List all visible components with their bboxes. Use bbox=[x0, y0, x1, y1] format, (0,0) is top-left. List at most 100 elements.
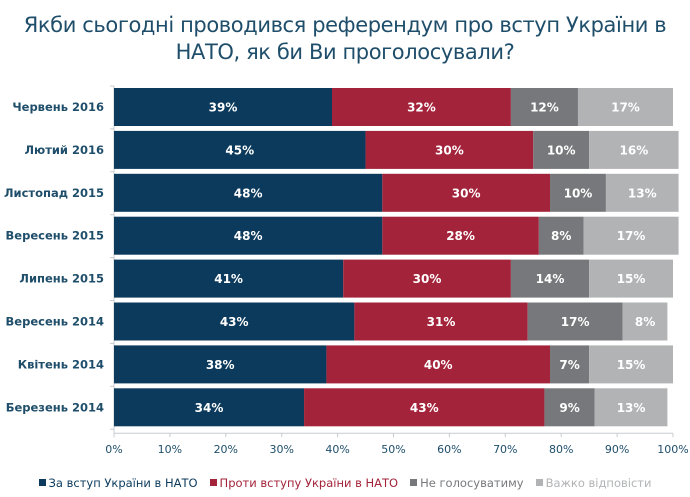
bar-segment bbox=[538, 216, 584, 255]
data-label: 40% bbox=[424, 358, 453, 372]
data-label: 8% bbox=[635, 315, 655, 329]
x-tick-label: 0% bbox=[105, 443, 122, 456]
legend-label: За вступ України в НАТО bbox=[48, 476, 198, 490]
legend-item: Проти вступу України в НАТО bbox=[209, 476, 399, 490]
data-label: 28% bbox=[446, 229, 475, 243]
data-label: 41% bbox=[214, 272, 243, 286]
category-label: Вересень 2014 bbox=[6, 315, 104, 329]
data-label: 32% bbox=[407, 101, 436, 115]
bar-segment bbox=[605, 173, 679, 212]
bar-segment bbox=[594, 388, 668, 427]
data-label: 7% bbox=[559, 358, 579, 372]
chart-title-line-1: Якби сьогодні проводився референдум про … bbox=[23, 13, 667, 37]
x-tick-label: 90% bbox=[605, 443, 629, 456]
data-label: 13% bbox=[628, 186, 657, 200]
bar-segment bbox=[544, 388, 595, 427]
category-label: Листопад 2015 bbox=[4, 186, 104, 200]
bar-segment bbox=[304, 388, 545, 427]
legend-swatch bbox=[209, 479, 217, 486]
legend-swatch bbox=[535, 479, 543, 486]
chart-title-line-2: НАТО, як би Ви проголосували? bbox=[175, 40, 515, 64]
bar-segment bbox=[589, 345, 673, 384]
legend-label: Проти вступу України в НАТО bbox=[219, 476, 399, 490]
bar-segment bbox=[589, 259, 673, 298]
data-label: 12% bbox=[530, 101, 559, 115]
bar-segment bbox=[326, 345, 551, 384]
legend-item: За вступ України в НАТО bbox=[38, 476, 198, 490]
x-tick-label: 40% bbox=[325, 443, 349, 456]
bar-segment bbox=[382, 216, 539, 255]
data-label: 13% bbox=[617, 401, 646, 415]
x-tick-label: 100% bbox=[657, 443, 688, 456]
bar-segment bbox=[354, 302, 528, 341]
data-label: 30% bbox=[452, 186, 481, 200]
bar-segment bbox=[533, 130, 590, 169]
chart-legend: За вступ України в НАТО Проти вступу Укра… bbox=[0, 476, 690, 490]
data-label: 17% bbox=[561, 315, 590, 329]
data-label: 30% bbox=[435, 143, 464, 157]
data-label: 39% bbox=[209, 101, 238, 115]
legend-swatch bbox=[410, 479, 418, 486]
legend-item: Не голосуватиму bbox=[410, 476, 524, 490]
bar-segment bbox=[589, 130, 679, 169]
bar-segment bbox=[583, 216, 679, 255]
category-label: Березень 2014 bbox=[6, 400, 104, 414]
bar-segment bbox=[114, 130, 366, 169]
bar-segment bbox=[114, 88, 333, 126]
data-label: 17% bbox=[611, 101, 640, 115]
bar-segment bbox=[114, 388, 305, 427]
data-label: 48% bbox=[234, 229, 263, 243]
data-label: 43% bbox=[410, 401, 439, 415]
bar-segment bbox=[332, 88, 511, 126]
data-label: 43% bbox=[220, 315, 249, 329]
bar-segment bbox=[114, 302, 355, 341]
bar-segment bbox=[550, 173, 606, 212]
bar-segment bbox=[577, 88, 673, 126]
data-label: 15% bbox=[617, 358, 646, 372]
chart-title: Якби сьогодні проводився референдум про … bbox=[0, 12, 690, 66]
x-tick-label: 80% bbox=[549, 443, 573, 456]
x-tick-label: 50% bbox=[381, 443, 405, 456]
category-label: Липень 2015 bbox=[19, 272, 104, 286]
data-label: 10% bbox=[564, 186, 593, 200]
data-label: 16% bbox=[620, 143, 649, 157]
bar-segment bbox=[114, 345, 327, 384]
data-label: 38% bbox=[206, 358, 235, 372]
bar-segment bbox=[114, 216, 383, 255]
data-label: 9% bbox=[559, 401, 579, 415]
x-tick-label: 70% bbox=[493, 443, 517, 456]
bar-segment bbox=[510, 259, 590, 298]
legend-label: Важко відповісти bbox=[545, 476, 652, 490]
data-label: 8% bbox=[551, 229, 571, 243]
data-label: 10% bbox=[547, 143, 576, 157]
x-tick-label: 10% bbox=[158, 443, 182, 456]
bar-segment bbox=[382, 173, 551, 212]
data-label: 48% bbox=[234, 186, 263, 200]
bar-segment bbox=[343, 259, 511, 298]
bar-segment bbox=[527, 302, 623, 341]
data-label: 34% bbox=[195, 401, 224, 415]
data-label: 15% bbox=[617, 272, 646, 286]
bar-segment bbox=[622, 302, 668, 341]
x-tick-label: 30% bbox=[269, 443, 293, 456]
category-label: Квітень 2014 bbox=[18, 357, 104, 371]
bar-segment bbox=[510, 88, 578, 126]
x-tick-label: 20% bbox=[214, 443, 238, 456]
bar-segment bbox=[365, 130, 534, 169]
bar-segment bbox=[114, 259, 344, 298]
category-label: Вересень 2015 bbox=[6, 229, 104, 243]
x-tick-label: 60% bbox=[437, 443, 461, 456]
data-label: 14% bbox=[536, 272, 565, 286]
data-label: 31% bbox=[427, 315, 456, 329]
legend-label: Не голосуватиму bbox=[420, 476, 524, 490]
bar-segment bbox=[550, 345, 590, 384]
category-label: Лютий 2016 bbox=[24, 143, 104, 157]
legend-swatch bbox=[38, 479, 46, 486]
data-label: 45% bbox=[225, 143, 254, 157]
legend-item: Важко відповісти bbox=[535, 476, 652, 490]
category-label: Червень 2016 bbox=[12, 100, 104, 114]
bar-segment bbox=[114, 173, 383, 212]
data-label: 30% bbox=[413, 272, 442, 286]
data-label: 17% bbox=[617, 229, 646, 243]
